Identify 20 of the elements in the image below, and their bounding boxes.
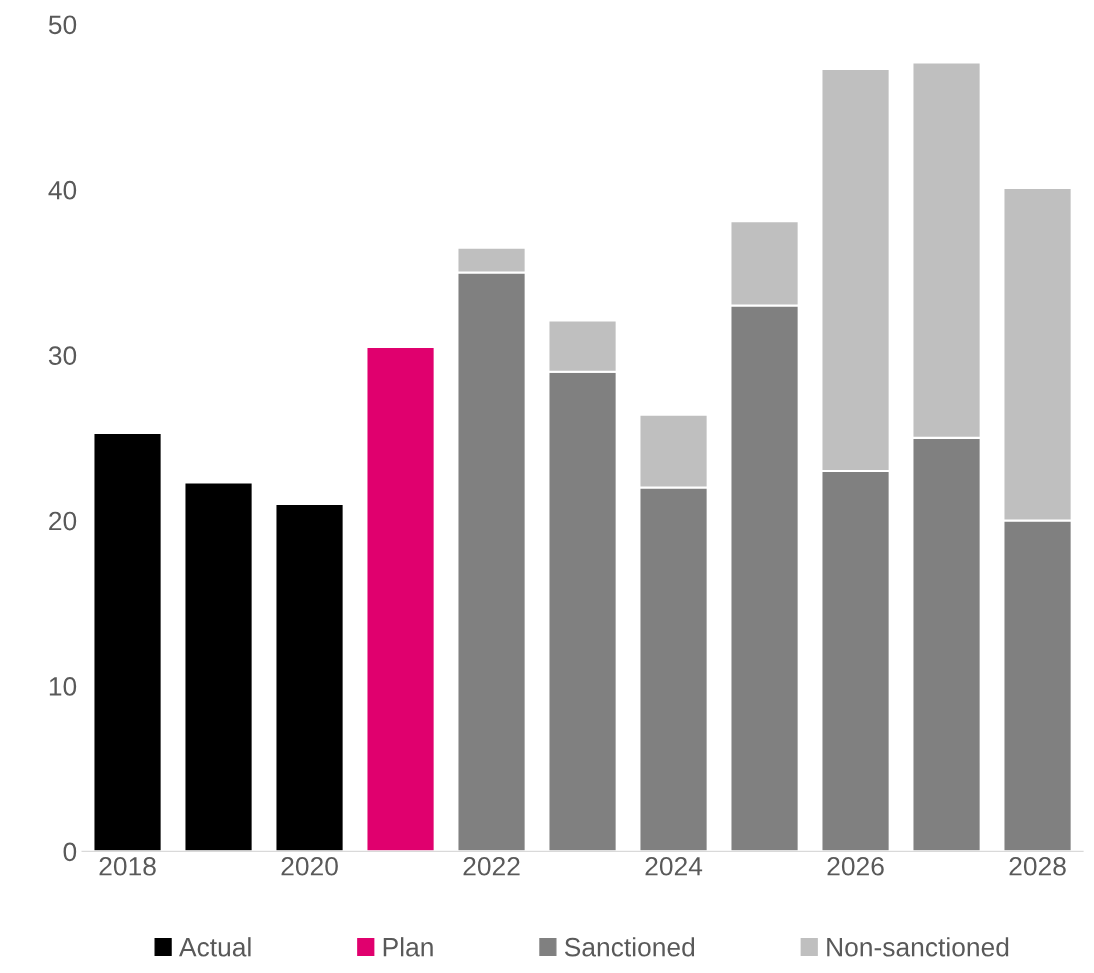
x-tick-label: 2018 bbox=[99, 856, 156, 876]
y-tick-label: 0 bbox=[63, 842, 77, 862]
y-tick-label: 50 bbox=[48, 15, 77, 35]
bar bbox=[92, 431, 163, 852]
bar bbox=[365, 345, 436, 852]
legend-label: Plan bbox=[383, 937, 433, 957]
y-tick-label: 40 bbox=[48, 180, 77, 200]
legend-label: Actual bbox=[179, 937, 251, 957]
bar bbox=[183, 481, 254, 852]
x-tick-label: 2020 bbox=[281, 856, 338, 876]
x-tick-label: 2026 bbox=[827, 856, 884, 876]
x-tick-label: 2028 bbox=[1009, 856, 1066, 876]
x-tick-label: 2022 bbox=[463, 856, 520, 876]
legend-label: Non-sanctioned bbox=[827, 937, 1009, 957]
y-tick-label: 20 bbox=[49, 511, 77, 531]
bar bbox=[274, 502, 345, 852]
y-tick-label: 30 bbox=[48, 346, 77, 365]
x-tick-label: 2024 bbox=[645, 856, 703, 876]
legend-label: Sanctioned bbox=[564, 937, 695, 957]
y-tick-label: 10 bbox=[49, 677, 77, 696]
